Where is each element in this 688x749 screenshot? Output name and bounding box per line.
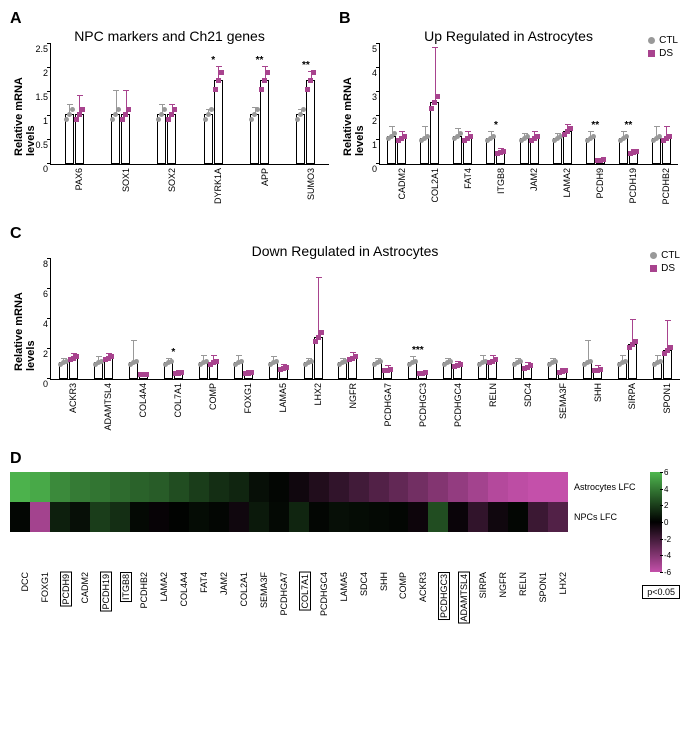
bar-group: SDC4 xyxy=(505,362,540,379)
bar-group: SOX1 xyxy=(97,114,143,164)
bar-group: PCDHGC4 xyxy=(435,362,470,379)
panel-c-chart: 02468ACKR3ADAMTSL4COL4A4COL7A1*COMPFOXG1… xyxy=(50,259,680,380)
bar-group: COL7A1* xyxy=(156,362,191,379)
legend-ctl-marker xyxy=(650,252,657,259)
bar-group: JAM2 xyxy=(512,138,545,164)
panel-d-label: D xyxy=(10,450,22,467)
bar-group: CADM2 xyxy=(380,136,413,164)
bar-group: DYRK1A* xyxy=(190,80,236,164)
bar-group: LAMA2 xyxy=(546,131,579,164)
panel-b-title: Up Regulated in Astrocytes xyxy=(339,28,678,44)
bar-group: PAX6 xyxy=(51,114,97,164)
bar-group: FOXG1 xyxy=(226,362,261,379)
bar-group: LHX2 xyxy=(296,337,331,380)
bar-group: ADAMTSL4 xyxy=(86,358,121,380)
bar-group: NGFR xyxy=(331,358,366,380)
bar-group: SOX2 xyxy=(144,114,190,164)
bar-group: PCDHGA7 xyxy=(365,362,400,379)
panel-a-ylabel: Relative mRNA levels xyxy=(13,56,37,156)
panel-a-chart: 00.511.522.5PAX6SOX1SOX2DYRK1A*APP**SUMO… xyxy=(50,44,329,165)
panel-c-ylabel: Relative mRNA levels xyxy=(13,271,37,371)
bar-group: SIRPA xyxy=(610,344,645,379)
bar-group: FAT4 xyxy=(446,136,479,164)
bar-group: SPON1 xyxy=(645,350,680,379)
bar-group: COMP xyxy=(191,362,226,379)
legend-ctl-marker xyxy=(648,37,655,44)
panel-b-chart: 012345CADM2COL2A1FAT4ITGB8*JAM2LAMA2PCDH… xyxy=(379,44,678,165)
panel-a-title: NPC markers and Ch21 genes xyxy=(10,28,329,44)
bar-group: SEMA3F xyxy=(540,362,575,379)
bar-group: ACKR3 xyxy=(51,358,86,380)
panel-d-heatmap xyxy=(10,472,568,572)
bar-group: SHH xyxy=(575,362,610,379)
bar-group: COL4A4 xyxy=(121,362,156,379)
panel-c-title: Down Regulated in Astrocytes xyxy=(10,243,680,259)
heatmap-row-label-astro: Astrocytes LFC xyxy=(574,472,644,502)
bar-group: PCDHGC3*** xyxy=(400,362,435,379)
panel-b-ylabel: Relative mRNA levels xyxy=(342,56,366,156)
bar-group: SUMO3** xyxy=(283,80,329,164)
bar-group: APP** xyxy=(236,80,282,164)
panel-b-label: B xyxy=(339,10,351,28)
bar-group: PCDH9** xyxy=(579,138,612,164)
bar-group: RELN xyxy=(470,361,505,380)
bar-group: COL2A1 xyxy=(413,102,446,164)
bar-group: PCDH19** xyxy=(612,138,645,164)
bar-group: LAMA5 xyxy=(261,362,296,379)
pvalue-box: p<0.05 xyxy=(642,585,680,599)
panel-c-label: C xyxy=(10,225,22,243)
heatmap-row-label-npc: NPCs LFC xyxy=(574,502,644,532)
bar-group: PCDHB2 xyxy=(645,138,678,164)
panel-a-label: A xyxy=(10,10,22,28)
bar-group: ITGB8* xyxy=(479,138,512,164)
